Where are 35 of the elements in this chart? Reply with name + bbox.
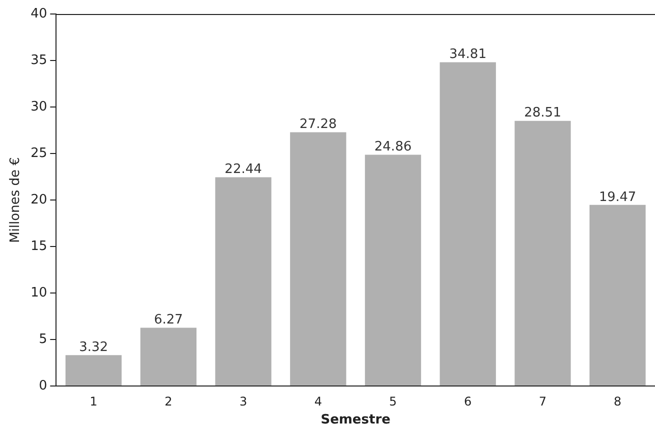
y-tick-label: 10 bbox=[30, 285, 48, 300]
y-tick-label: 25 bbox=[30, 146, 48, 161]
data-label: 27.28 bbox=[300, 117, 337, 132]
data-label: 6.27 bbox=[154, 312, 183, 328]
data-label: 3.32 bbox=[79, 340, 108, 355]
bar bbox=[440, 62, 496, 386]
y-tick-label: 0 bbox=[38, 378, 48, 394]
x-tick-label: 6 bbox=[464, 394, 472, 408]
data-label: 28.51 bbox=[524, 106, 562, 121]
x-tick-label: 1 bbox=[90, 394, 98, 408]
x-tick-label: 2 bbox=[164, 394, 172, 408]
bar bbox=[140, 328, 196, 386]
y-tick-label: 20 bbox=[30, 192, 48, 208]
x-tick-label: 3 bbox=[239, 394, 248, 408]
bar bbox=[215, 177, 272, 386]
x-tick-label: 8 bbox=[614, 394, 622, 408]
bar bbox=[66, 355, 122, 386]
y-tick-label: 15 bbox=[30, 238, 48, 254]
data-label: 22.44 bbox=[224, 162, 262, 178]
y-tick-label: 35 bbox=[30, 52, 48, 68]
data-label: 24.86 bbox=[374, 140, 412, 155]
bar bbox=[590, 204, 646, 386]
y-tick-label: 40 bbox=[30, 6, 48, 22]
x-tick-label: 7 bbox=[538, 394, 547, 408]
bar bbox=[514, 120, 571, 386]
bar bbox=[290, 132, 346, 386]
x-tick-label: 4 bbox=[314, 394, 322, 408]
data-label: 34.81 bbox=[449, 47, 486, 62]
data-label: 19.47 bbox=[598, 190, 636, 205]
x-tick-label: 5 bbox=[389, 394, 397, 408]
y-axis-title: Millones de € bbox=[8, 157, 24, 243]
y-tick-label: 5 bbox=[38, 332, 48, 347]
x-axis-title: Semestre bbox=[320, 412, 391, 428]
y-tick-label: 30 bbox=[30, 99, 48, 114]
bar bbox=[364, 154, 422, 386]
